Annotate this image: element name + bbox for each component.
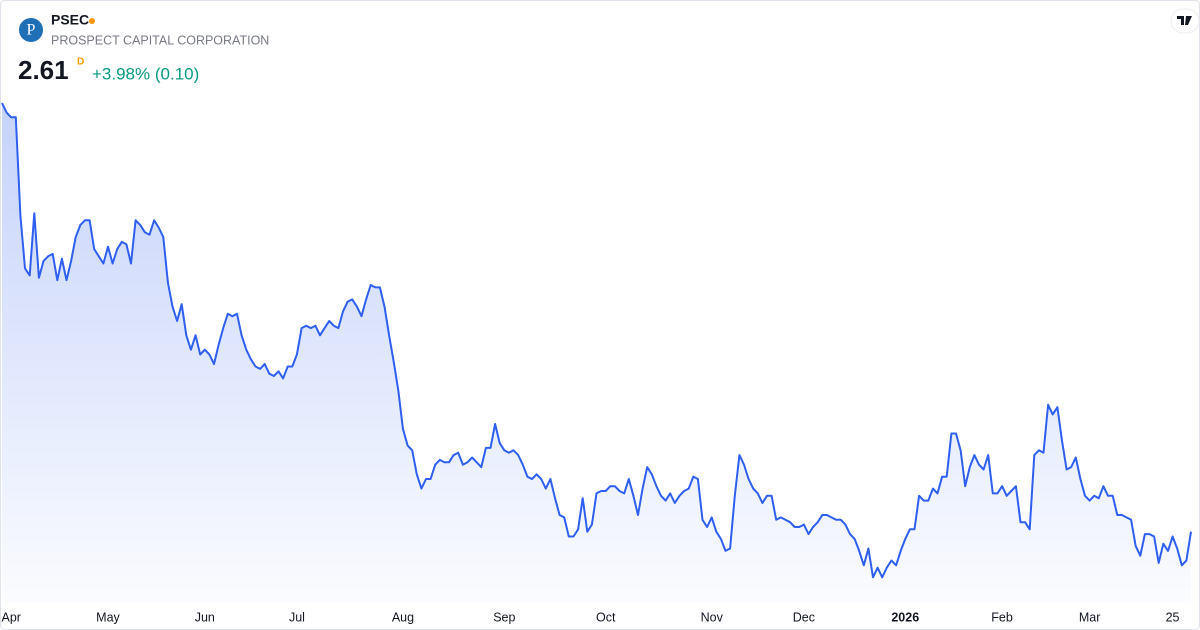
plot: Apr May Jun Jul Aug Sep Oct Nov Dec 2026 Feb Mar 25 [1,102,1192,624]
x-tick-label: Dec [793,610,815,624]
change: +3.98% (0.10) [92,64,199,83]
price-line [1,102,1192,579]
status-dot [89,18,95,24]
area-fill [2,103,1191,603]
symbol: PSEC [51,12,89,28]
x-tick-label: May [96,610,120,624]
x-tick-label: Feb [991,610,1013,624]
x-tick-label: 25 [1166,610,1180,624]
x-tick-label: Mar [1079,610,1101,624]
x-tick-label: Sep [493,610,515,624]
x-tick-label: Nov [701,610,724,624]
company-name: PROSPECT CAPITAL CORPORATION [51,33,269,47]
x-tick-label: Oct [596,610,616,624]
x-tick-label: Jun [195,610,215,624]
x-tick-label: 2026 [891,610,919,624]
interval: D [77,57,84,68]
logo-letter: P [27,22,36,39]
tv-logo [1170,8,1200,34]
price: 2.61 [18,55,69,85]
x-tick-label: Apr [1,610,20,624]
logo [19,18,43,42]
x-tick-label: Aug [392,610,414,624]
x-tick-label: Jul [289,610,305,624]
